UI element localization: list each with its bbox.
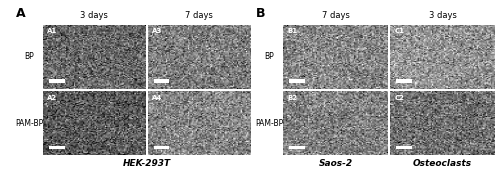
Text: B1: B1 [287, 28, 298, 34]
Text: A: A [16, 7, 26, 20]
Text: 7 days: 7 days [322, 12, 349, 20]
Bar [154, 146, 169, 149]
Bar [49, 146, 64, 149]
Text: A4: A4 [152, 95, 162, 101]
Bar [290, 146, 305, 149]
Bar [49, 79, 64, 83]
Text: 3 days: 3 days [428, 12, 456, 20]
Text: BP: BP [24, 52, 34, 61]
Text: C2: C2 [394, 95, 404, 101]
Text: PAM-BP: PAM-BP [15, 119, 43, 128]
Text: PAM-BP: PAM-BP [255, 119, 283, 128]
Text: HEK-293T: HEK-293T [122, 159, 170, 168]
Bar [396, 146, 412, 149]
Bar [290, 79, 305, 83]
Text: BP: BP [264, 52, 274, 61]
Text: Saos-2: Saos-2 [318, 159, 352, 168]
Text: B: B [256, 7, 266, 20]
Text: 3 days: 3 days [80, 12, 108, 20]
Bar [396, 79, 412, 83]
Text: A2: A2 [47, 95, 57, 101]
Text: 7 days: 7 days [185, 12, 212, 20]
Text: B2: B2 [287, 95, 297, 101]
Text: A1: A1 [47, 28, 58, 34]
Text: A3: A3 [152, 28, 162, 34]
Text: C1: C1 [394, 28, 404, 34]
Bar [154, 79, 169, 83]
Text: Osteoclasts: Osteoclasts [413, 159, 472, 168]
